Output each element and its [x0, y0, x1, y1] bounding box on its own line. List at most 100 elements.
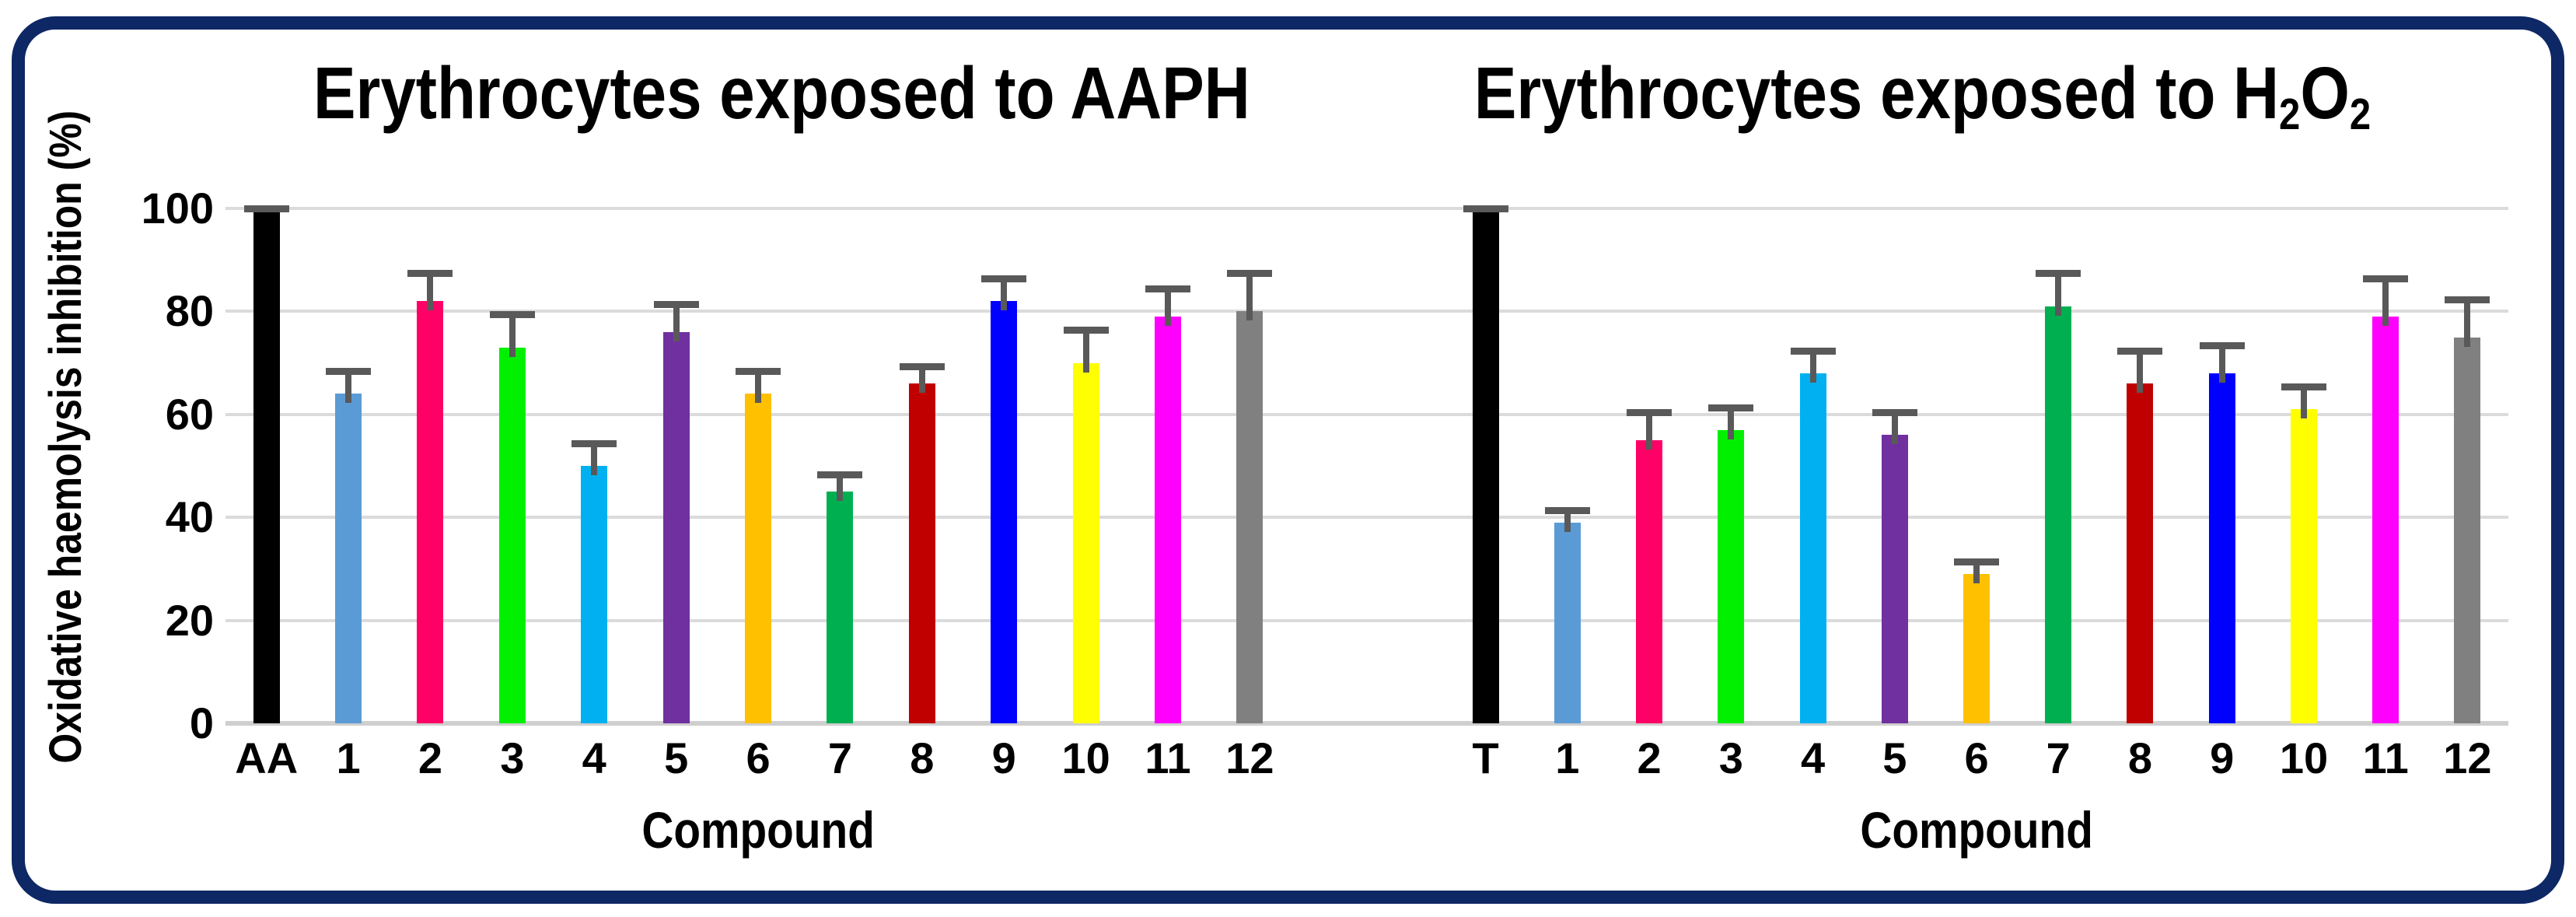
- error-bar-cap: [1708, 404, 1754, 411]
- x-tick-label-7: 7: [827, 733, 852, 782]
- x-tick-label-11: 11: [2362, 733, 2409, 782]
- error-bar-line: [2300, 383, 2307, 419]
- error-bar-cap: [2199, 342, 2245, 350]
- gridline-100: [225, 207, 1337, 210]
- error-bar-cap: [1063, 327, 1109, 334]
- x-axis-title: Compound: [1445, 795, 2508, 865]
- bar-6: [745, 394, 772, 723]
- bar-slot-2: [390, 208, 471, 723]
- y-tick-label-100: 100: [141, 184, 214, 233]
- bar-slot-3: [1690, 208, 1772, 723]
- error-bar-line: [1082, 327, 1089, 373]
- x-axis-line: [1337, 721, 2508, 726]
- bar-series: [225, 205, 1337, 723]
- gridline-40: [225, 516, 1337, 520]
- bar-11: [1154, 317, 1181, 723]
- bar-slot-T: [1445, 205, 1526, 723]
- gridline-20: [225, 618, 1337, 622]
- bar-slot-5: [635, 208, 717, 723]
- bar-1: [1554, 522, 1581, 723]
- bar-5: [1881, 435, 1908, 723]
- bar-slot-AA: [225, 205, 307, 723]
- x-tick-label-6: 6: [746, 733, 771, 782]
- bar-7: [2045, 306, 2072, 723]
- bar-6: [1963, 574, 1991, 723]
- title-subscript: 2: [2279, 89, 2301, 139]
- error-bar-line: [837, 471, 844, 502]
- bar-slot-9: [2181, 208, 2263, 723]
- y-tick-label-60: 60: [165, 390, 214, 439]
- gridline-80: [1337, 310, 2508, 313]
- x-tick-label-5: 5: [1882, 733, 1907, 782]
- x-tick-label-12: 12: [1225, 733, 1274, 782]
- bar-10: [2290, 409, 2317, 723]
- gridline-60: [1337, 412, 2508, 416]
- bar-5: [662, 331, 690, 723]
- x-tick-label-4: 4: [582, 733, 606, 782]
- bar-3: [498, 347, 526, 723]
- x-tick-label-10: 10: [1061, 733, 1110, 782]
- error-bar-cap: [1790, 347, 1836, 355]
- bar-slot-1: [307, 208, 389, 723]
- error-bar-cap: [2036, 270, 2081, 278]
- error-bar-cap: [653, 301, 699, 309]
- error-bar-line: [345, 368, 352, 404]
- error-bar-cap: [489, 311, 535, 319]
- bar-slot-12: [1209, 208, 1291, 723]
- error-bar-cap: [243, 205, 289, 212]
- bar-8: [908, 383, 935, 723]
- x-axis-labels: AA 1 2 3 4 5 6 7 8 9 10 11 12: [225, 727, 1337, 789]
- error-bar-line: [755, 368, 762, 404]
- y-tick-label-80: 80: [165, 286, 214, 335]
- x-tick-label-AA: AA: [235, 733, 299, 782]
- x-tick-label-6: 6: [1964, 733, 1989, 782]
- error-bar-line: [1728, 404, 1735, 439]
- x-axis-title-text: Compound: [641, 801, 875, 859]
- x-tick-label-T: T: [1472, 733, 1499, 782]
- error-bar-cap: [2363, 275, 2409, 283]
- bar-2: [1636, 439, 1663, 723]
- error-bar-cap: [1227, 270, 1273, 278]
- error-bar-cap: [571, 439, 617, 447]
- x-tick-label-9: 9: [2210, 733, 2235, 782]
- error-bar-cap: [981, 275, 1027, 283]
- bar-1: [335, 394, 362, 723]
- bar-slot-10: [2263, 208, 2344, 723]
- error-bar-line: [673, 301, 680, 341]
- error-bar-line: [918, 362, 925, 394]
- error-bar-line: [1973, 558, 1980, 584]
- bar-slot-6: [1935, 208, 2017, 723]
- error-bar-cap: [899, 362, 945, 370]
- x-tick-label-8: 8: [910, 733, 935, 782]
- error-bar-line: [591, 439, 598, 475]
- bar-slot-1: [1526, 208, 1608, 723]
- bar-9: [991, 301, 1018, 723]
- bar-slot-9: [963, 208, 1045, 723]
- y-tick-label-20: 20: [165, 596, 214, 645]
- gridline-100: [1337, 207, 2508, 210]
- x-tick-label-2: 2: [1637, 733, 1662, 782]
- x-axis-title: Compound: [225, 795, 1291, 865]
- error-bar-cap: [817, 471, 863, 478]
- bar-slot-12: [2427, 208, 2508, 723]
- error-bar-cap: [1627, 409, 1672, 417]
- error-bar-line: [1164, 285, 1171, 327]
- y-tick-label-40: 40: [165, 492, 214, 541]
- bar-AA: [253, 208, 280, 723]
- x-tick-label-12: 12: [2443, 733, 2492, 782]
- error-bar-line: [1001, 275, 1008, 311]
- error-bar-cap: [2117, 347, 2163, 355]
- bar-series: [1337, 205, 2508, 723]
- x-tick-label-9: 9: [991, 733, 1016, 782]
- bar-12: [2454, 337, 2481, 723]
- x-tick-label-8: 8: [2127, 733, 2153, 782]
- x-tick-label-3: 3: [500, 733, 525, 782]
- error-bar-line: [2464, 296, 2471, 347]
- bar-10: [1072, 362, 1099, 723]
- bar-slot-3: [471, 208, 553, 723]
- error-bar-line: [509, 311, 516, 357]
- x-tick-label-4: 4: [1800, 733, 1826, 782]
- error-bar-line: [1564, 506, 1571, 532]
- x-axis-labels: T 1 2 3 4 5 6 7 8 9 10 11 12: [1337, 727, 2508, 789]
